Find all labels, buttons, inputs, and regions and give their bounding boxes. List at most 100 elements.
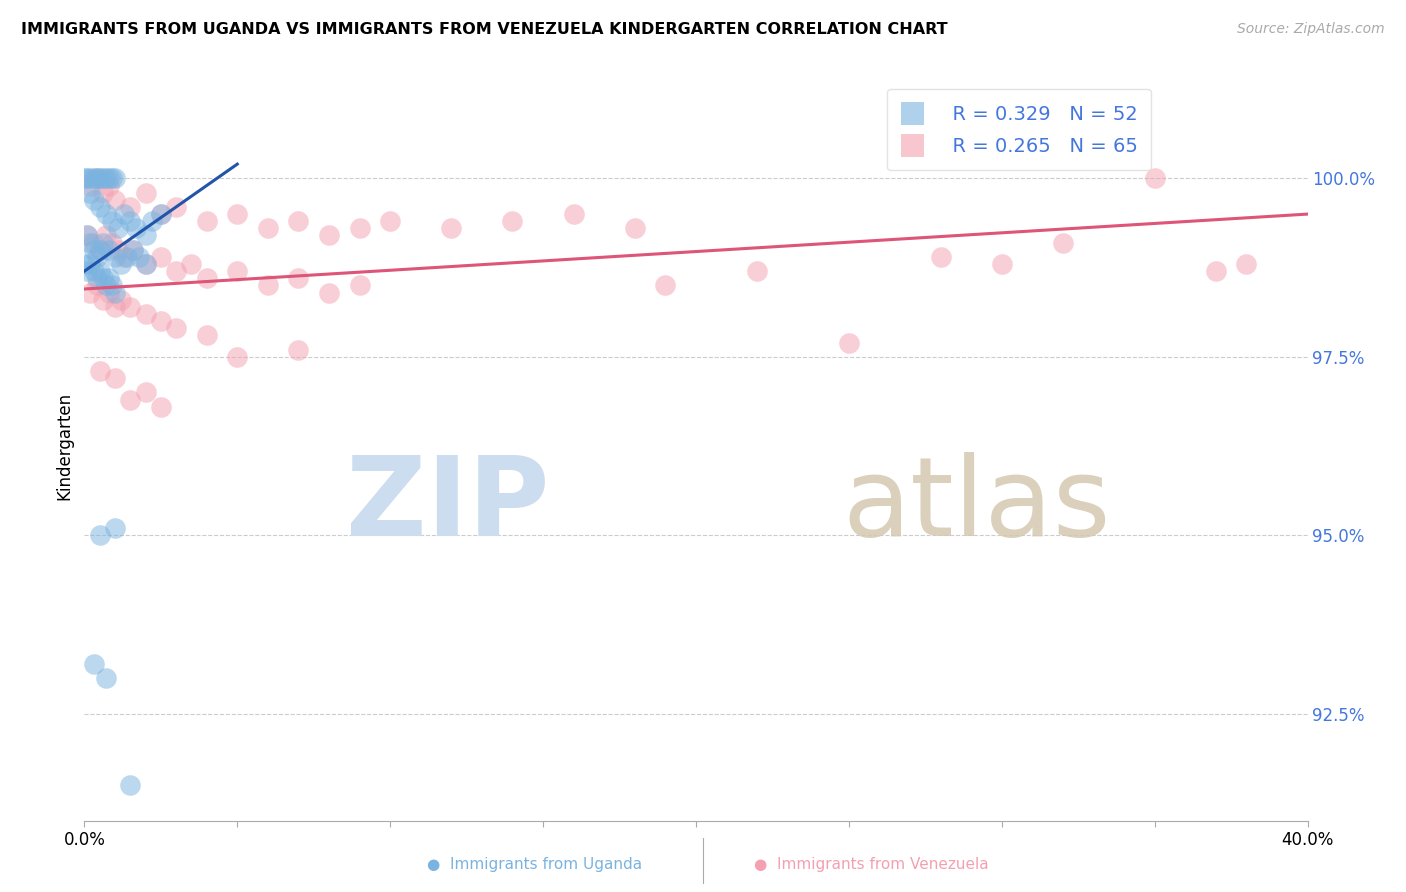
Point <box>94 671 117 685</box>
Point <box>149 314 172 328</box>
Point <box>120 200 142 214</box>
Point <box>165 200 187 214</box>
Point <box>110 257 132 271</box>
Point <box>73 257 96 271</box>
Point <box>76 171 98 186</box>
Point <box>1052 235 1074 250</box>
Point <box>83 171 105 186</box>
Point <box>1205 264 1227 278</box>
Point <box>76 228 98 243</box>
Point <box>104 371 127 385</box>
Point <box>122 243 145 257</box>
Point <box>135 307 157 321</box>
Legend:   R = 0.329   N = 52,   R = 0.265   N = 65: R = 0.329 N = 52, R = 0.265 N = 65 <box>887 88 1152 170</box>
Point <box>101 235 124 250</box>
Point <box>91 171 114 186</box>
Point <box>79 186 101 200</box>
Point <box>86 250 108 264</box>
Point <box>79 171 101 186</box>
Point <box>257 221 280 235</box>
Point <box>97 171 120 186</box>
Point <box>226 207 249 221</box>
Point <box>86 271 108 285</box>
Text: ●  Immigrants from Uganda: ● Immigrants from Uganda <box>426 857 643 872</box>
Text: IMMIGRANTS FROM UGANDA VS IMMIGRANTS FROM VENEZUELA KINDERGARTEN CORRELATION CHA: IMMIGRANTS FROM UGANDA VS IMMIGRANTS FRO… <box>21 22 948 37</box>
Y-axis label: Kindergarten: Kindergarten <box>55 392 73 500</box>
Point <box>287 343 309 357</box>
Point <box>83 193 105 207</box>
Point <box>747 264 769 278</box>
Point <box>195 271 218 285</box>
Point <box>115 250 138 264</box>
Point <box>929 250 952 264</box>
Point <box>165 321 187 335</box>
Point <box>149 207 172 221</box>
Point <box>94 207 117 221</box>
Point <box>135 186 157 200</box>
Point <box>83 235 105 250</box>
Point <box>91 186 114 200</box>
Text: atlas: atlas <box>842 452 1111 559</box>
Point <box>112 250 135 264</box>
Point <box>91 235 114 250</box>
Point <box>180 257 202 271</box>
Point <box>149 250 172 264</box>
Point <box>104 171 127 186</box>
Point <box>89 264 111 278</box>
Point <box>97 285 120 300</box>
Point <box>110 293 132 307</box>
Point <box>104 285 127 300</box>
Point <box>104 250 127 264</box>
Point <box>562 207 585 221</box>
Point <box>502 214 524 228</box>
Point <box>440 221 463 235</box>
Point <box>79 285 101 300</box>
Point <box>318 285 340 300</box>
Point <box>287 214 309 228</box>
Point <box>89 200 111 214</box>
Point <box>104 193 127 207</box>
Point <box>107 221 129 235</box>
Point <box>380 214 402 228</box>
Point <box>1143 171 1166 186</box>
Point <box>991 257 1014 271</box>
Point <box>83 264 105 278</box>
Point <box>76 264 98 278</box>
Point <box>89 243 111 257</box>
Point <box>135 385 157 400</box>
Point <box>83 657 105 671</box>
Point <box>165 264 187 278</box>
Point <box>135 228 157 243</box>
Point <box>120 300 142 314</box>
Point <box>91 271 114 285</box>
Point <box>120 214 142 228</box>
Point <box>141 214 163 228</box>
Point <box>89 528 111 542</box>
Point <box>226 350 249 364</box>
Point <box>120 778 142 792</box>
Point <box>89 171 111 186</box>
Point <box>257 278 280 293</box>
Point <box>112 207 135 221</box>
Point <box>135 257 157 271</box>
Point <box>79 178 101 193</box>
Text: ZIP: ZIP <box>346 452 550 559</box>
Point <box>125 221 148 235</box>
Point <box>104 300 127 314</box>
Point <box>86 278 108 293</box>
Point <box>624 221 647 235</box>
Text: ●  Immigrants from Venezuela: ● Immigrants from Venezuela <box>755 857 988 872</box>
Point <box>79 235 101 250</box>
Point <box>349 221 371 235</box>
Point <box>107 243 129 257</box>
Point <box>91 293 114 307</box>
Point <box>97 178 120 193</box>
Point <box>226 264 249 278</box>
Point <box>86 171 108 186</box>
Point <box>79 257 101 271</box>
Point <box>73 171 96 186</box>
Point <box>94 228 117 243</box>
Point <box>838 335 860 350</box>
Point <box>97 271 120 285</box>
Point <box>83 243 105 257</box>
